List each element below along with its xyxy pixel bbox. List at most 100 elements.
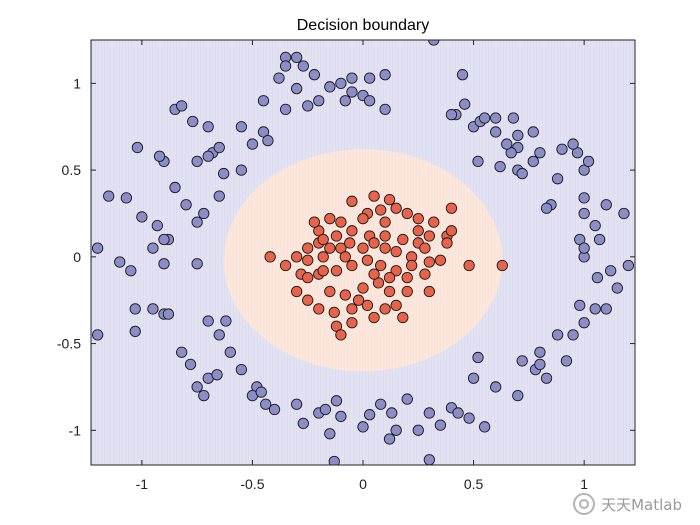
outer-class-point (162, 308, 175, 320)
inner-class-point (423, 285, 435, 298)
outer-class-point (213, 329, 225, 341)
outer-class-point (268, 403, 281, 416)
outer-class-point (490, 126, 502, 138)
outer-class-point (578, 242, 590, 254)
inner-class-point (379, 242, 391, 254)
outer-class-point (551, 329, 564, 341)
inner-class-point (291, 285, 303, 298)
inner-class-point (368, 237, 380, 249)
outer-class-point (589, 219, 601, 232)
outer-class-point (490, 112, 502, 124)
outer-class-point (257, 95, 270, 107)
inner-class-point (428, 216, 440, 228)
outer-class-point (129, 325, 141, 338)
outer-class-point (191, 381, 203, 393)
outer-class-point (423, 454, 435, 465)
outer-class-point (184, 358, 197, 371)
outer-class-point (198, 389, 210, 402)
inner-class-point (406, 259, 418, 272)
x-tick-label: -1 (136, 476, 149, 492)
outer-class-point (151, 219, 163, 232)
inner-class-point (375, 259, 387, 272)
outer-class-point (202, 121, 214, 133)
inner-class-point (317, 251, 329, 263)
outer-class-point (187, 115, 199, 128)
outer-class-point (346, 86, 358, 98)
outer-class-point (463, 412, 475, 424)
inner-class-point (390, 245, 402, 258)
inner-class-point (346, 259, 358, 272)
outer-class-point (224, 346, 236, 358)
outer-class-point (279, 103, 292, 116)
outer-class-point (297, 417, 309, 430)
outer-class-point (423, 407, 435, 419)
outer-class-point (346, 72, 358, 84)
outer-class-point (213, 141, 225, 154)
outer-class-point (363, 409, 376, 421)
inner-class-point (361, 299, 374, 312)
outer-class-point (91, 242, 104, 254)
outer-class-point (158, 258, 170, 270)
inner-class-point (419, 268, 431, 280)
outer-class-point (582, 155, 595, 168)
plot-area (91, 40, 635, 465)
outer-class-point (401, 393, 413, 405)
outer-class-point (589, 303, 601, 315)
outer-class-point (428, 40, 440, 46)
inner-class-point (317, 233, 329, 246)
y-tick-label: 0 (73, 249, 81, 265)
y-tick-label: 1 (73, 75, 81, 91)
outer-class-point (434, 419, 447, 431)
inner-class-point (317, 265, 329, 277)
outer-class-point (357, 421, 369, 433)
inner-class-point (390, 202, 402, 214)
outer-class-point (129, 303, 141, 315)
outer-class-point (375, 398, 387, 410)
outer-class-point (246, 138, 259, 150)
x-tick-label: 0 (359, 476, 367, 492)
outer-class-point (180, 199, 192, 211)
inner-class-point (346, 225, 358, 237)
inner-class-point (496, 259, 508, 272)
inner-class-point (441, 237, 453, 249)
outer-class-point (501, 138, 513, 150)
outer-class-point (328, 455, 340, 465)
outer-class-point (211, 369, 223, 381)
inner-class-point (339, 289, 351, 301)
inner-class-point (397, 311, 409, 324)
watermark-text: 天天Matlab (601, 495, 682, 514)
outer-class-point (91, 329, 104, 341)
outer-class-point (191, 155, 203, 168)
inner-class-point (313, 303, 325, 315)
y-axis: 1 0.5 0 -0.5 -1 (57, 75, 635, 438)
outer-class-point (176, 346, 188, 358)
outer-class-point (153, 150, 166, 162)
x-tick-label: 0.5 (464, 476, 484, 492)
outer-class-point (363, 95, 376, 107)
outer-class-point (335, 410, 347, 423)
inner-class-point (346, 195, 358, 207)
outer-class-point (459, 98, 471, 110)
outer-class-point (390, 424, 402, 436)
inner-class-point (308, 216, 320, 228)
outer-class-point (512, 129, 524, 142)
inner-class-point (375, 204, 387, 216)
wechat-logo-icon (573, 493, 596, 515)
inner-class-point (412, 213, 424, 225)
x-axis: -1 -0.5 0 0.5 1 (136, 40, 588, 492)
outer-class-point (472, 155, 484, 168)
outer-class-point (262, 134, 274, 147)
outer-class-point (103, 190, 115, 202)
outer-class-point (534, 358, 546, 371)
inner-class-point (302, 294, 314, 306)
inner-class-point (324, 285, 336, 298)
outer-class-point (445, 108, 458, 121)
inner-class-point (397, 233, 409, 246)
outer-class-point (235, 121, 248, 133)
inner-class-point (445, 202, 458, 214)
outer-class-point (556, 143, 568, 155)
outer-class-point (567, 329, 579, 341)
inner-class-point (330, 230, 343, 242)
inner-class-point (419, 242, 431, 254)
outer-class-point (198, 207, 210, 220)
